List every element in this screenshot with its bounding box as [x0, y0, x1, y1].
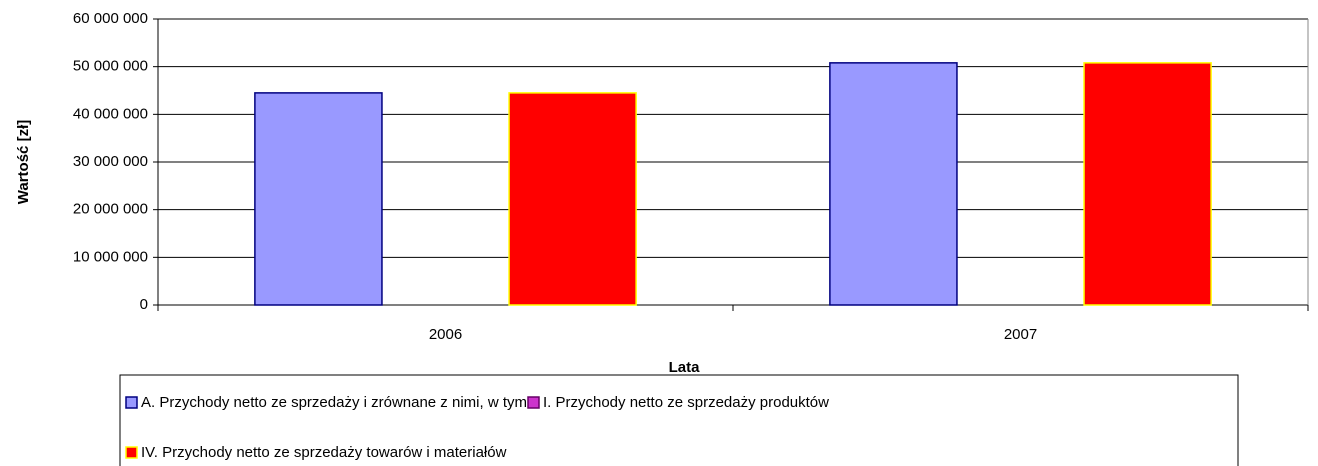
bar: [1083, 62, 1212, 306]
y-tick-label: 10 000 000: [73, 248, 148, 265]
bar: [254, 92, 383, 306]
legend-swatch: [527, 396, 540, 409]
y-tick-label: 30 000 000: [73, 153, 148, 170]
x-axis-label: Lata: [669, 359, 701, 376]
y-tick-label: 50 000 000: [73, 58, 148, 75]
y-axis-label: Wartość [zł]: [15, 120, 32, 204]
bar: [508, 92, 637, 306]
x-tick-label: 2006: [429, 326, 462, 343]
x-tick-label: 2007: [1004, 326, 1037, 343]
y-tick-label: 40 000 000: [73, 105, 148, 122]
y-tick-label: 60 000 000: [73, 10, 148, 27]
legend-label: A. Przychody netto ze sprzedaży i zrówna…: [141, 394, 531, 411]
legend-box: [119, 374, 1239, 466]
y-tick-label: 0: [140, 296, 148, 313]
legend-label: I. Przychody netto ze sprzedaży produktó…: [543, 394, 829, 411]
legend-label: IV. Przychody netto ze sprzedaży towarów…: [141, 444, 507, 461]
legend-swatch: [125, 446, 138, 459]
y-tick-label: 20 000 000: [73, 201, 148, 218]
legend-swatch: [125, 396, 138, 409]
bar: [829, 62, 958, 306]
